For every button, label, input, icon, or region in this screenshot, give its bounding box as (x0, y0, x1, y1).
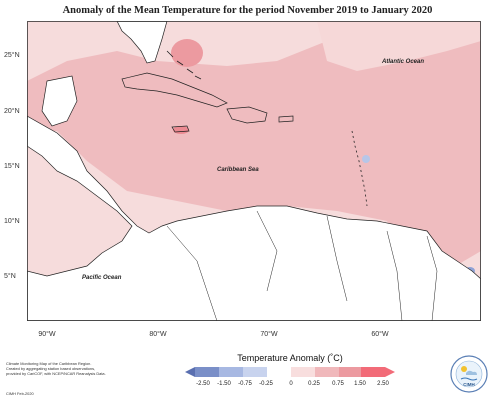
lat-tick-25n: 25°N (4, 52, 20, 59)
sun-icon (461, 366, 467, 372)
wave-icon (460, 377, 478, 381)
lat-tick-15n: 15°N (4, 163, 20, 170)
colorbar-title: Temperature Anomaly (˚C) (237, 353, 343, 363)
credit-line-2: Created by aggregating station based obs… (6, 366, 96, 372)
temperature-anomaly-map: Atlantic Ocean Caribbean Sea Pacific Oce… (27, 21, 481, 321)
colorbar-segment-3 (243, 367, 267, 377)
cimh-logo: CIMH (450, 355, 488, 393)
map-title: Anomaly of the Mean Temperature for the … (62, 5, 433, 16)
colorbar-label-7: 1.50 (354, 381, 366, 387)
caribbean-sea-label: Caribbean Sea (217, 167, 259, 173)
atlantic-ocean-label: Atlantic Ocean (381, 59, 424, 65)
colorbar (185, 367, 395, 377)
colorbar-segment-1 (195, 367, 219, 377)
colorbar-label-3: -0.25 (259, 381, 273, 387)
colorbar-segment-7 (339, 367, 361, 377)
logo-text: CIMH (463, 382, 475, 387)
lat-tick-10n: 10°N (4, 218, 20, 225)
credit-text: Climate Monitoring Map of the Caribbean … (6, 361, 176, 377)
colorbar-label-1: -1.50 (217, 381, 231, 387)
lon-tick-70w: 70°W (260, 331, 278, 338)
colorbar-segment-8 (361, 367, 385, 377)
colorbar-segment-low-arrow (185, 367, 195, 377)
lon-tick-60w: 60°W (371, 331, 389, 338)
pacific-ocean-label: Pacific Ocean (82, 275, 122, 281)
colorbar-label-4: 0 (289, 381, 293, 387)
credit-line-3: provided by CariCOF, with NCEP/NCAR Rean… (6, 371, 106, 377)
colorbar-segment-high-arrow (385, 367, 395, 377)
colorbar-label-2: -0.75 (238, 381, 252, 387)
colorbar-segment-4 (267, 367, 291, 377)
lat-tick-20n: 20°N (4, 108, 20, 115)
lon-tick-80w: 80°W (149, 331, 167, 338)
lon-tick-90w: 90°W (38, 331, 56, 338)
credit-footer: CIMH Feb-2020 (6, 391, 34, 396)
cloud-icon (466, 370, 477, 375)
colorbar-label-6: 0.75 (332, 381, 344, 387)
colorbar-segment-5 (291, 367, 315, 377)
colorbar-label-0: -2.50 (196, 381, 210, 387)
colorbar-segment-2 (219, 367, 243, 377)
lat-tick-5n: 5°N (4, 273, 16, 280)
colorbar-label-8: 2.50 (377, 381, 389, 387)
credit-line-1: Climate Monitoring Map of the Caribbean … (6, 361, 92, 366)
colorbar-label-5: 0.25 (308, 381, 320, 387)
colorbar-segment-6 (315, 367, 339, 377)
